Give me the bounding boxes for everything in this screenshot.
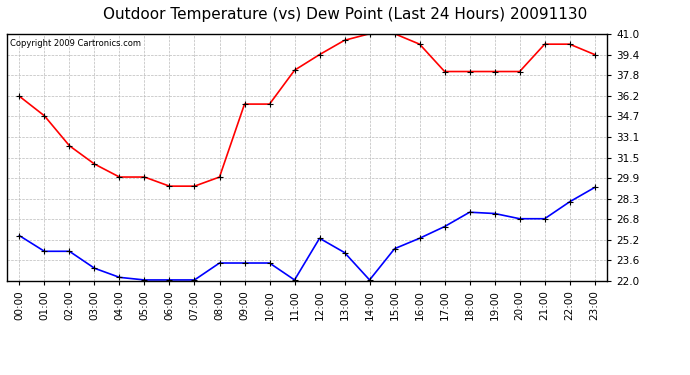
Text: Copyright 2009 Cartronics.com: Copyright 2009 Cartronics.com [10,39,141,48]
Text: Outdoor Temperature (vs) Dew Point (Last 24 Hours) 20091130: Outdoor Temperature (vs) Dew Point (Last… [103,8,587,22]
